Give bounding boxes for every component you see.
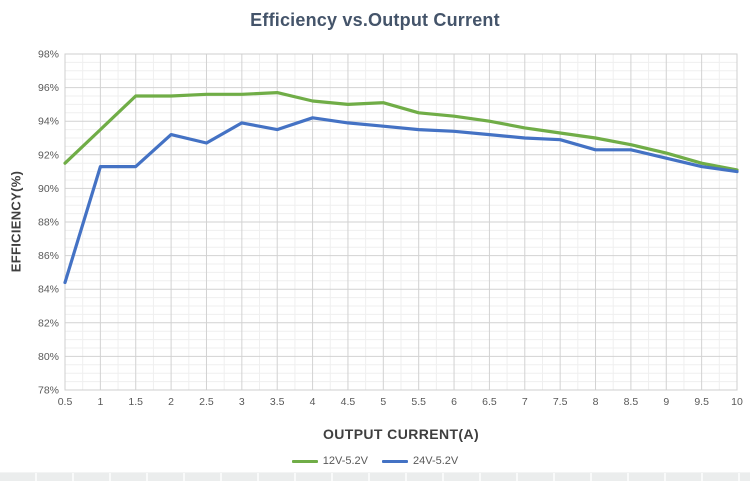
x-tick-label: 1: [97, 396, 103, 408]
y-tick-label: 90%: [38, 183, 59, 195]
x-tick-label: 6: [451, 396, 457, 408]
legend-item-24v: 24V-5.2V: [382, 455, 458, 467]
x-tick-label: 7.5: [553, 396, 568, 408]
legend-label-24v: 24V-5.2V: [413, 455, 459, 467]
x-tick-label: 2: [168, 396, 174, 408]
y-axis-title: EFFICIENCY(%): [8, 170, 24, 273]
x-axis-title: OUTPUT CURRENT(A): [322, 426, 480, 442]
x-tick-label: 3: [239, 396, 245, 408]
y-tick-label: 86%: [38, 250, 59, 262]
x-tick-label: 9: [663, 396, 669, 408]
legend: 12V-5.2V 24V-5.2V: [0, 453, 750, 469]
y-tick-label: 84%: [38, 284, 59, 296]
y-tick-label: 82%: [38, 317, 59, 329]
x-tick-label: 3.5: [270, 396, 285, 408]
x-tick-label: 1.5: [128, 396, 143, 408]
y-tick-label: 94%: [38, 116, 59, 128]
plot-area: 98% 96% 94% 92% 90% 88% 86% 84% 82% 80% 78%0.5 1 1.5…: [38, 49, 743, 409]
y-tick-label: 92%: [38, 149, 59, 161]
plot-border: [64, 53, 738, 391]
chart-title: Efficiency vs.Output Current: [250, 10, 500, 30]
y-tick-label: 80%: [38, 351, 59, 363]
x-tick-label: 2.5: [199, 396, 214, 408]
legend-label-12v: 12V-5.2V: [322, 455, 368, 467]
y-tick-label: 96%: [38, 82, 59, 94]
legend-swatch-green: [291, 459, 318, 463]
x-tick-label: 10: [731, 396, 743, 408]
x-tick-label: 8: [593, 396, 599, 408]
x-tick-label: 5.5: [411, 396, 426, 408]
legend-swatch-blue: [382, 459, 408, 463]
x-tick-label: 9.5: [694, 396, 709, 408]
spreadsheet-row-strip: [0, 472, 750, 481]
x-tick-label: 4: [310, 396, 316, 408]
x-tick-label: 0.5: [58, 396, 73, 408]
series-line-24V-5.2V: [63, 116, 739, 285]
y-tick-label: 98%: [38, 49, 59, 61]
x-tick-label: 7: [522, 396, 528, 408]
y-tick-label: 88%: [38, 217, 59, 229]
y-tick-label: 78%: [38, 385, 59, 397]
series-line-12V-5.2V: [63, 90, 739, 172]
x-tick-label: 6.5: [482, 396, 497, 408]
x-tick-label: 4.5: [341, 396, 356, 408]
legend-item-12v: 12V-5.2V: [291, 455, 368, 467]
x-tick-label: 8.5: [624, 396, 639, 408]
x-tick-label: 5: [380, 396, 386, 408]
